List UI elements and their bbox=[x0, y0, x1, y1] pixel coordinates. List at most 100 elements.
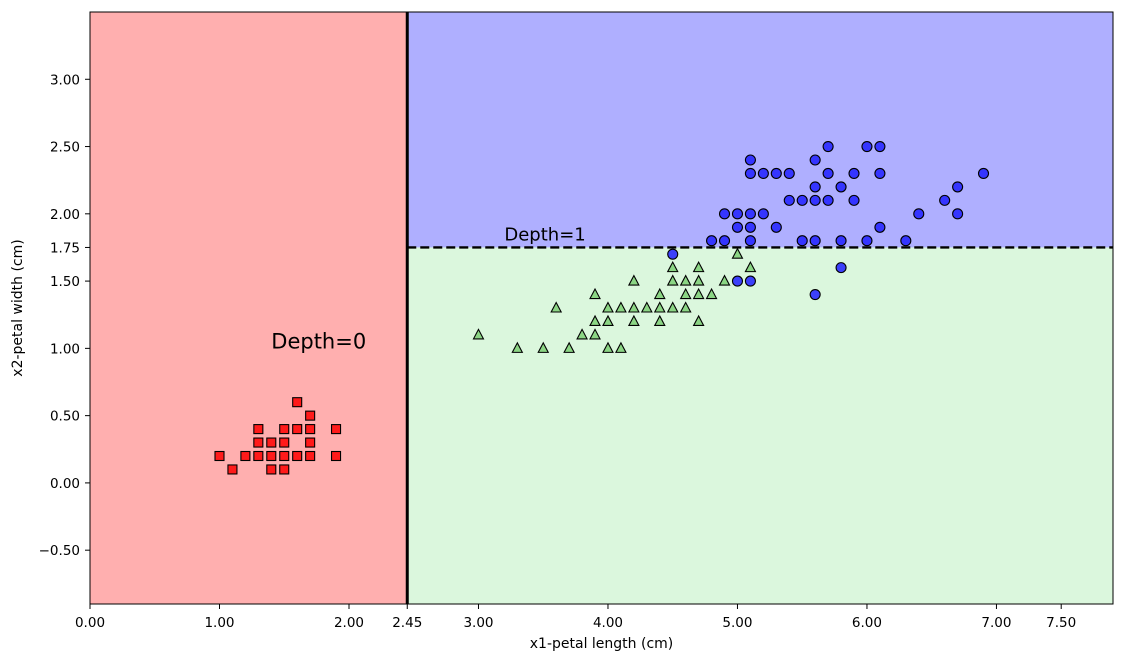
point-s1-20 bbox=[653, 287, 666, 300]
y-tick-label: 0.00 bbox=[50, 476, 80, 492]
point-s2-31 bbox=[835, 181, 847, 193]
y-tick-label: 1.00 bbox=[50, 341, 80, 357]
point-s0-16 bbox=[305, 450, 316, 462]
point-s0-7 bbox=[266, 450, 277, 462]
y-axis-ticks: −0.50 0.00 0.50 1.00 1.50 1.75 2.00 2.50 3.00 bbox=[39, 72, 90, 559]
x-tick-label: 5.00 bbox=[722, 615, 752, 631]
decision-regions bbox=[90, 12, 1113, 605]
region-0 bbox=[90, 12, 408, 604]
point-s1-10 bbox=[602, 314, 614, 327]
point-s0-15 bbox=[292, 397, 303, 408]
point-s2-44 bbox=[977, 167, 990, 180]
point-s2-24 bbox=[809, 181, 821, 193]
point-s1-4 bbox=[563, 341, 576, 353]
y-tick-label: 2.50 bbox=[50, 140, 80, 156]
point-s2-11 bbox=[744, 167, 756, 180]
split-boundaries bbox=[405, 12, 1113, 604]
point-s2-2 bbox=[718, 235, 731, 247]
point-s0-12 bbox=[279, 424, 290, 435]
x-tick-label: 6.00 bbox=[852, 615, 882, 631]
point-s1-5 bbox=[576, 328, 588, 340]
point-s2-26 bbox=[822, 194, 834, 206]
x-tick-label: 3.00 bbox=[463, 615, 493, 631]
point-s0-0 bbox=[214, 450, 225, 462]
y-tick-label: 2.00 bbox=[50, 207, 80, 223]
point-s1-19 bbox=[653, 301, 666, 313]
point-s1-1 bbox=[511, 341, 524, 353]
y-tick-label: 1.50 bbox=[50, 274, 80, 290]
point-s2-33 bbox=[848, 167, 860, 180]
point-s2-13 bbox=[757, 208, 769, 220]
point-s2-28 bbox=[822, 140, 834, 153]
point-s1-28 bbox=[692, 287, 705, 300]
y-axis-label: x2-petal width (cm) bbox=[10, 239, 26, 376]
point-s2-6 bbox=[731, 208, 744, 220]
point-s2-32 bbox=[848, 194, 860, 206]
point-s2-17 bbox=[783, 194, 795, 206]
point-s2-23 bbox=[809, 194, 821, 206]
point-s1-12 bbox=[615, 341, 627, 353]
point-s0-19 bbox=[305, 410, 316, 421]
point-s1-15 bbox=[627, 301, 640, 313]
point-s2-9 bbox=[744, 221, 756, 233]
point-s2-4 bbox=[731, 275, 744, 287]
point-s0-5 bbox=[253, 424, 264, 435]
point-s1-22 bbox=[666, 274, 679, 286]
point-s1-32 bbox=[718, 274, 731, 286]
point-s2-21 bbox=[809, 288, 821, 301]
point-s1-33 bbox=[731, 247, 744, 259]
x-tick-label: 1.00 bbox=[204, 615, 234, 631]
point-s1-18 bbox=[653, 314, 666, 327]
point-s2-12 bbox=[744, 154, 756, 166]
y-tick-label: −0.50 bbox=[39, 543, 80, 559]
x-tick-label: 4.00 bbox=[593, 615, 623, 631]
point-s1-11 bbox=[602, 301, 614, 313]
point-s1-7 bbox=[589, 314, 601, 327]
point-s2-1 bbox=[706, 235, 718, 247]
y-tick-label: 0.50 bbox=[50, 409, 80, 425]
point-s1-29 bbox=[692, 274, 705, 286]
point-s2-15 bbox=[770, 221, 782, 233]
point-s2-40 bbox=[913, 208, 925, 220]
point-s2-18 bbox=[783, 167, 795, 180]
data-points bbox=[214, 140, 990, 475]
depth-label-1: Depth=1 bbox=[504, 225, 585, 246]
y-tick-label: 3.00 bbox=[50, 72, 80, 88]
point-s0-4 bbox=[253, 437, 264, 448]
depth-annotations: Depth=0 Depth=1 bbox=[271, 225, 585, 354]
point-s1-14 bbox=[627, 314, 640, 327]
point-s0-9 bbox=[279, 464, 290, 475]
point-s1-23 bbox=[666, 260, 679, 273]
point-s0-3 bbox=[253, 450, 264, 462]
point-s2-16 bbox=[770, 167, 782, 180]
point-s1-0 bbox=[472, 328, 485, 340]
x-tick-label: 0.00 bbox=[75, 615, 105, 631]
point-s0-11 bbox=[279, 437, 290, 448]
region-1 bbox=[407, 12, 1113, 248]
point-s2-5 bbox=[731, 221, 744, 233]
point-s2-19 bbox=[796, 235, 808, 247]
point-s0-17 bbox=[305, 437, 316, 448]
point-s2-39 bbox=[900, 235, 912, 247]
point-s1-16 bbox=[627, 274, 640, 286]
point-s1-3 bbox=[550, 301, 563, 313]
point-s0-21 bbox=[330, 424, 342, 435]
point-s2-25 bbox=[809, 154, 821, 166]
x-tick-label: 2.00 bbox=[334, 615, 364, 631]
point-s0-10 bbox=[279, 450, 290, 462]
point-s0-1 bbox=[227, 464, 238, 475]
point-s1-9 bbox=[602, 341, 614, 353]
point-s2-37 bbox=[874, 167, 886, 180]
point-s2-8 bbox=[744, 235, 756, 247]
point-s2-38 bbox=[874, 140, 886, 153]
point-s2-30 bbox=[835, 235, 847, 247]
plot-frame bbox=[89, 11, 1114, 605]
point-s2-3 bbox=[718, 208, 731, 220]
point-s2-36 bbox=[874, 221, 886, 233]
point-s1-27 bbox=[692, 314, 705, 327]
depth-label-0: Depth=0 bbox=[271, 329, 366, 353]
x-axis-label: x1-petal length (cm) bbox=[530, 636, 674, 652]
point-s2-42 bbox=[952, 208, 964, 220]
point-s2-41 bbox=[939, 194, 951, 206]
